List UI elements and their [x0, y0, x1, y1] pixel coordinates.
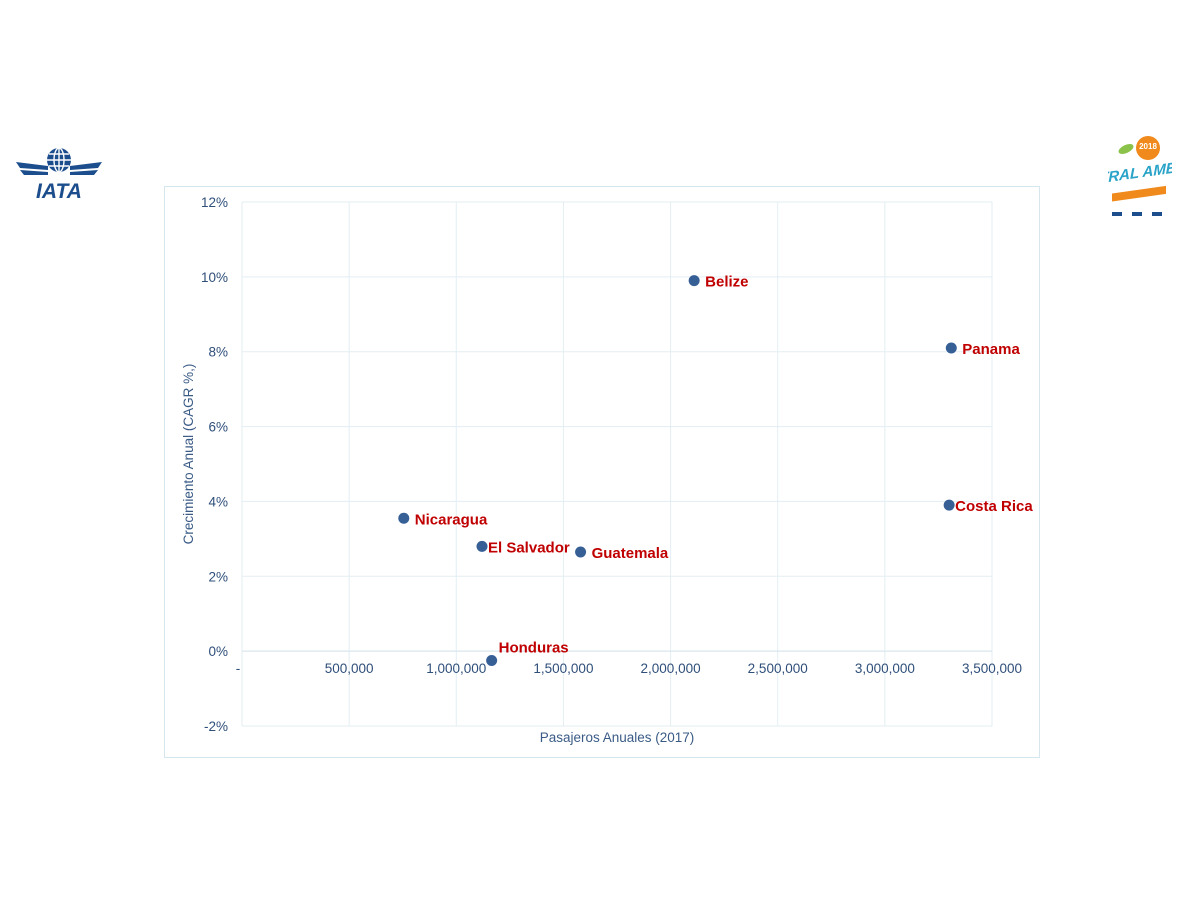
point-nicaragua: [398, 512, 410, 524]
svg-text:2018: 2018: [1139, 142, 1157, 151]
iata-logo: IATA: [14, 144, 104, 204]
y-tick-label: 2%: [208, 569, 228, 584]
x-axis-ticks: - 500,000 1,000,000 1,500,000 2,000,000 2,500…: [236, 661, 1022, 676]
point-el-salvador: [476, 540, 488, 552]
x-tick-label: 3,500,000: [962, 661, 1022, 676]
x-axis-title: Pasajeros Anuales (2017): [540, 730, 695, 745]
x-tick-label: 1,500,000: [533, 661, 593, 676]
x-tick-label: 2,500,000: [748, 661, 808, 676]
y-tick-label: 8%: [208, 345, 228, 360]
y-tick-label: 4%: [208, 494, 228, 509]
point-label: Panama: [962, 341, 1020, 358]
gridlines: [241, 201, 993, 727]
aviation-day-central-america-logo: 2018 CENTRAL AMERICA: [1068, 134, 1188, 226]
point-panama: [945, 342, 957, 354]
svg-text:IATA: IATA: [36, 180, 82, 203]
y-tick-label: 12%: [201, 195, 228, 210]
chart-canvas: -2% 0% 2% 4% 6% 8% 10% 12% - 500,000 1,000,000 1,5…: [181, 195, 1033, 745]
point-label: Nicaragua: [415, 511, 488, 528]
scatter-chart: -2% 0% 2% 4% 6% 8% 10% 12% - 500,000 1,000,000 1,5…: [164, 186, 1040, 758]
x-tick-label: 500,000: [325, 661, 374, 676]
y-tick-label: 10%: [201, 270, 228, 285]
point-belize: [688, 275, 700, 287]
point-label: Belize: [705, 274, 748, 291]
point-label: Guatemala: [592, 545, 669, 562]
y-axis-ticks: -2% 0% 2% 4% 6% 8% 10% 12%: [201, 195, 228, 734]
y-tick-label: 6%: [208, 420, 228, 435]
y-axis-title: Crecimiento Anual (CAGR %,): [181, 364, 196, 545]
point-honduras: [486, 655, 498, 666]
point-label: Costa Rica: [955, 498, 1033, 515]
x-tick-label: 2,000,000: [641, 661, 701, 676]
svg-text:CENTRAL AMERICA: CENTRAL AMERICA: [1108, 154, 1172, 191]
x-tick-label: 3,000,000: [855, 661, 915, 676]
x-tick-label: -: [236, 661, 241, 676]
point-label: Honduras: [499, 640, 569, 657]
y-tick-label: 0%: [208, 644, 228, 659]
y-tick-label: -2%: [204, 719, 228, 734]
point-costa-rica: [943, 499, 955, 511]
point-guatemala: [575, 546, 587, 558]
x-tick-label: 1,000,000: [426, 661, 486, 676]
point-label: El Salvador: [488, 539, 570, 556]
